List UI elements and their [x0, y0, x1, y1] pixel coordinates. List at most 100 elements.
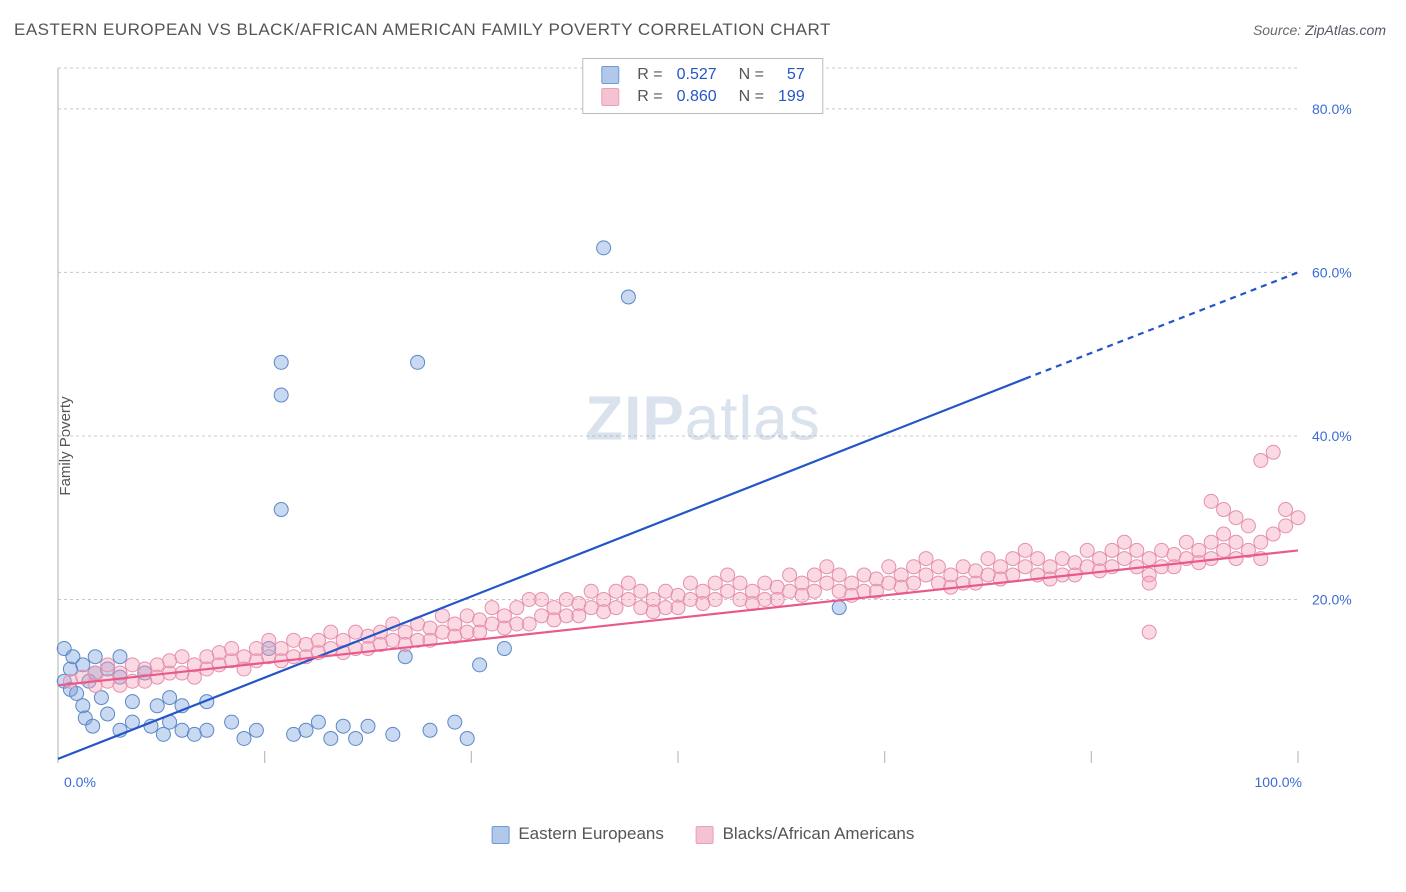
- data-point-pink: [1018, 560, 1032, 574]
- data-point-pink: [931, 560, 945, 574]
- data-point-pink: [1179, 535, 1193, 549]
- data-point-pink: [907, 560, 921, 574]
- source-link[interactable]: ZipAtlas.com: [1305, 22, 1386, 38]
- data-point-pink: [1117, 552, 1131, 566]
- data-point-pink: [981, 552, 995, 566]
- data-point-pink: [1006, 552, 1020, 566]
- data-point-pink: [1142, 552, 1156, 566]
- data-point-pink: [857, 568, 871, 582]
- data-point-pink: [1217, 543, 1231, 557]
- data-point-pink: [1241, 519, 1255, 533]
- data-point-pink: [460, 609, 474, 623]
- data-point-pink: [1279, 519, 1293, 533]
- data-point-blue: [66, 650, 80, 664]
- data-point-pink: [1204, 535, 1218, 549]
- data-point-blue: [411, 355, 425, 369]
- data-point-pink: [783, 568, 797, 582]
- data-point-pink: [324, 625, 338, 639]
- legend-item: Eastern Europeans: [492, 824, 664, 843]
- data-point-blue: [150, 699, 164, 713]
- data-point-pink: [584, 584, 598, 598]
- data-point-pink: [882, 576, 896, 590]
- data-point-pink: [535, 609, 549, 623]
- data-point-pink: [770, 592, 784, 606]
- data-point-pink: [832, 568, 846, 582]
- source-label: Source:: [1253, 22, 1301, 38]
- scatter-chart: 20.0%40.0%60.0%80.0%0.0%100.0%: [48, 58, 1368, 798]
- data-point-pink: [820, 560, 834, 574]
- data-point-pink: [956, 560, 970, 574]
- data-point-blue: [86, 719, 100, 733]
- data-point-pink: [646, 605, 660, 619]
- data-point-pink: [1080, 543, 1094, 557]
- data-point-blue: [101, 707, 115, 721]
- data-point-blue: [349, 731, 363, 745]
- data-point-pink: [659, 584, 673, 598]
- data-point-pink: [621, 576, 635, 590]
- data-point-pink: [559, 592, 573, 606]
- legend-item: Blacks/African Americans: [696, 824, 915, 843]
- data-point-blue: [497, 642, 511, 656]
- data-point-pink: [1217, 527, 1231, 541]
- data-point-blue: [88, 650, 102, 664]
- data-point-pink: [795, 588, 809, 602]
- data-point-pink: [1291, 511, 1305, 525]
- source-attribution: Source: ZipAtlas.com: [1253, 22, 1386, 38]
- data-point-pink: [609, 584, 623, 598]
- y-tick-label: 40.0%: [1312, 428, 1352, 444]
- data-point-blue: [200, 723, 214, 737]
- data-point-blue: [163, 691, 177, 705]
- data-point-pink: [597, 605, 611, 619]
- data-point-pink: [1018, 543, 1032, 557]
- legend-swatch: [492, 826, 510, 844]
- data-point-pink: [907, 576, 921, 590]
- data-point-pink: [510, 601, 524, 615]
- data-point-pink: [249, 654, 263, 668]
- data-point-pink: [398, 637, 412, 651]
- data-point-pink: [1266, 527, 1280, 541]
- data-point-blue: [460, 731, 474, 745]
- data-point-pink: [225, 642, 239, 656]
- data-point-pink: [175, 650, 189, 664]
- data-point-blue: [249, 723, 263, 737]
- x-tick-label: 100.0%: [1255, 774, 1302, 790]
- data-point-pink: [63, 674, 77, 688]
- data-point-pink: [1055, 552, 1069, 566]
- legend-table: R =0.527N =57R =0.860N =199: [593, 63, 812, 109]
- data-point-blue: [361, 719, 375, 733]
- data-point-pink: [683, 592, 697, 606]
- data-point-blue: [274, 388, 288, 402]
- data-point-pink: [683, 576, 697, 590]
- data-point-blue: [324, 731, 338, 745]
- data-point-blue: [621, 290, 635, 304]
- data-point-pink: [386, 633, 400, 647]
- data-point-pink: [807, 568, 821, 582]
- legend-swatch: [601, 66, 619, 84]
- data-point-pink: [919, 568, 933, 582]
- data-point-blue: [76, 699, 90, 713]
- data-point-pink: [807, 584, 821, 598]
- data-point-blue: [423, 723, 437, 737]
- data-point-pink: [212, 658, 226, 672]
- data-point-blue: [336, 719, 350, 733]
- data-point-blue: [113, 650, 127, 664]
- data-point-pink: [150, 670, 164, 684]
- data-point-pink: [733, 592, 747, 606]
- data-point-blue: [175, 723, 189, 737]
- data-point-pink: [361, 642, 375, 656]
- data-point-pink: [584, 601, 598, 615]
- data-point-blue: [187, 727, 201, 741]
- data-point-pink: [820, 576, 834, 590]
- data-point-pink: [708, 576, 722, 590]
- data-point-pink: [696, 597, 710, 611]
- data-point-pink: [1229, 511, 1243, 525]
- data-point-pink: [621, 592, 635, 606]
- data-point-pink: [1266, 445, 1280, 459]
- data-point-pink: [671, 601, 685, 615]
- data-point-pink: [435, 625, 449, 639]
- data-point-blue: [299, 723, 313, 737]
- y-tick-label: 60.0%: [1312, 264, 1352, 280]
- legend-series: Eastern Europeans Blacks/African America…: [476, 824, 931, 844]
- data-point-pink: [634, 584, 648, 598]
- data-point-pink: [435, 609, 449, 623]
